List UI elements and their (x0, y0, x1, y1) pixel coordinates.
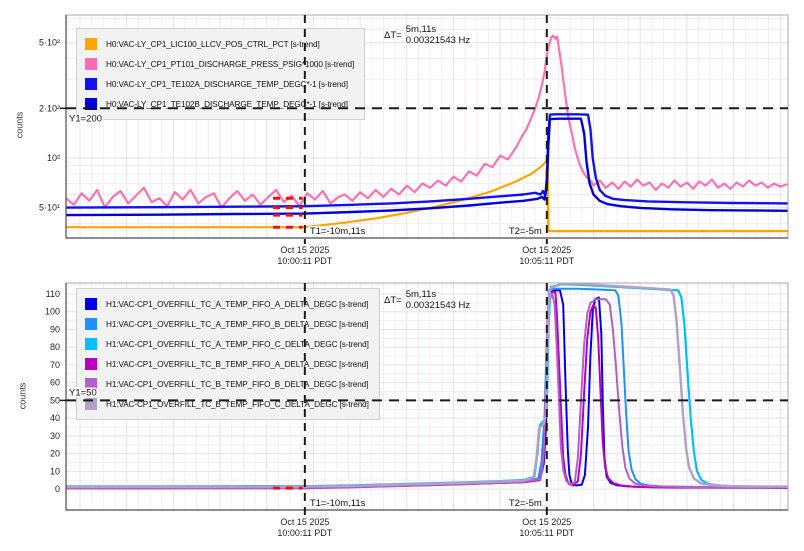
delta-t-prefix: ΔT= (384, 294, 402, 306)
x-tick-label: 10:05:11 PDT (519, 256, 574, 266)
y-tick-label: 90 (50, 324, 60, 334)
legend-label: H1:VAC-CP1_OVERFILL_TC_A_TEMP_FIFO_A_DEL… (106, 299, 369, 309)
y-tick-label: 60 (50, 378, 60, 388)
legend-item[interactable]: H1:VAC-CP1_OVERFILL_TC_A_TEMP_FIFO_C_DEL… (85, 334, 369, 354)
delta-t-duration: 5m,11s (405, 24, 437, 35)
delta-t-prefix: ΔT= (384, 29, 402, 41)
y-tick-label: 10 (50, 466, 60, 476)
legend-item[interactable]: H0:VAC-LY_CP1_TE102B_DISCHARGE_TEMP_DEGC… (85, 94, 354, 114)
bottom-chart-legend: H1:VAC-CP1_OVERFILL_TC_A_TEMP_FIFO_A_DEL… (76, 288, 380, 420)
series-TC_B_FIFO_B (66, 293, 788, 490)
x-tick-label: 10:00:11 PDT (277, 256, 332, 266)
series-PT101_DISCHARGE_PRESS_PSIG (66, 34, 788, 209)
legend-swatch (85, 398, 97, 410)
legend-item[interactable]: H1:VAC-CP1_OVERFILL_TC_A_TEMP_FIFO_A_DEL… (85, 294, 369, 314)
y-tick-label: 2·10² (39, 103, 60, 113)
legend-swatch (85, 58, 97, 70)
legend-label: H1:VAC-CP1_OVERFILL_TC_A_TEMP_FIFO_B_DEL… (106, 319, 369, 329)
legend-label: H0:VAC-LY_CP1_TE102B_DISCHARGE_TEMP_DEGC… (106, 99, 348, 109)
delta-t-duration: 5m,11s (405, 289, 437, 300)
y-tick-label: 30 (50, 431, 60, 441)
y-tick-label: 100 (45, 307, 60, 317)
y-tick-label: 5·10² (39, 38, 60, 48)
legend-label: H1:VAC-CP1_OVERFILL_TC_B_TEMP_FIFO_B_DEL… (106, 379, 369, 389)
legend-swatch (85, 98, 97, 110)
bottom-delta-t-annotation: ΔT= 5m,11s 0.00321543 Hz (384, 289, 470, 311)
legend-item[interactable]: H1:VAC-CP1_OVERFILL_TC_B_TEMP_FIFO_A_DEL… (85, 354, 369, 374)
legend-swatch (85, 338, 97, 350)
legend-swatch (85, 378, 97, 390)
y-tick-label: 50 (50, 395, 60, 405)
legend-item[interactable]: H0:VAC-LY_CP1_TE102A_DISCHARGE_TEMP_DEGC… (85, 74, 354, 94)
legend-label: H1:VAC-CP1_OVERFILL_TC_B_TEMP_FIFO_A_DEL… (106, 359, 369, 369)
legend-item[interactable]: H1:VAC-CP1_OVERFILL_TC_B_TEMP_FIFO_B_DEL… (85, 374, 369, 394)
legend-label: H1:VAC-CP1_OVERFILL_TC_B_TEMP_FIFO_C_DEL… (106, 399, 369, 409)
top-y-axis-label: counts (14, 111, 25, 139)
x-tick-label: Oct 15 2025 (522, 245, 571, 255)
delta-t-frequency: 0.00321543 Hz (405, 300, 471, 311)
y-tick-label: 20 (50, 449, 60, 459)
legend-label: H0:VAC-LY_CP1_TE102A_DISCHARGE_TEMP_DEGC… (106, 79, 348, 89)
legend-swatch (85, 298, 97, 310)
legend-label: H1:VAC-CP1_OVERFILL_TC_A_TEMP_FIFO_C_DEL… (106, 339, 369, 349)
top-delta-t-annotation: ΔT= 5m,11s 0.00321543 Hz (384, 24, 470, 46)
legend-swatch (85, 358, 97, 370)
x-tick-label: 10:00:11 PDT (277, 528, 332, 538)
x-tick-label: Oct 15 2025 (522, 517, 571, 527)
y-tick-label: 80 (50, 342, 60, 352)
x-tick-label: Oct 15 2025 (280, 245, 329, 255)
legend-label: H0:VAC-LY_CP1_PT101_DISCHARGE_PRESS_PSIG… (106, 59, 355, 69)
y-tick-label: 70 (50, 360, 60, 370)
x-tick-label: Oct 15 2025 (280, 517, 329, 527)
legend-label: H0:VAC-LY_CP1_LIC100_LLCV_POS_CTRL_PCT [… (106, 39, 320, 49)
bottom-y-axis-label: counts (17, 382, 28, 410)
series-LIC100_LLCV_POS_CTRL_PCT (66, 159, 788, 233)
top-chart-legend: H0:VAC-LY_CP1_LIC100_LLCV_POS_CTRL_PCT [… (76, 28, 366, 120)
y-tick-label: 10² (47, 153, 60, 163)
legend-item[interactable]: H0:VAC-LY_CP1_LIC100_LLCV_POS_CTRL_PCT [… (85, 34, 354, 54)
y-tick-label: 110 (46, 289, 60, 299)
y-tick-label: 40 (50, 413, 60, 423)
delta-t-frequency: 0.00321543 Hz (405, 35, 471, 46)
legend-item[interactable]: H0:VAC-LY_CP1_PT101_DISCHARGE_PRESS_PSIG… (85, 54, 354, 74)
legend-swatch (85, 78, 97, 90)
x-tick-label: 10:05:11 PDT (519, 528, 574, 538)
series-TE102B_DISCHARGE_TEMP_DEGC (66, 117, 788, 217)
legend-swatch (85, 318, 97, 330)
legend-item[interactable]: H1:VAC-CP1_OVERFILL_TC_A_TEMP_FIFO_B_DEL… (85, 314, 369, 334)
y-tick-label: 5·10¹ (39, 203, 60, 213)
legend-item[interactable]: H1:VAC-CP1_OVERFILL_TC_B_TEMP_FIFO_C_DEL… (85, 394, 369, 414)
y-tick-label: 0 (55, 484, 60, 494)
legend-swatch (85, 38, 97, 50)
